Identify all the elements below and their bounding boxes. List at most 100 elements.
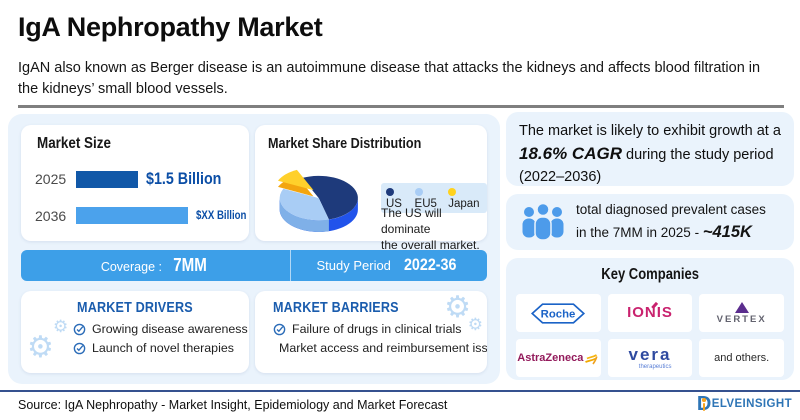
roche-hexagon-icon: Roche [531,302,586,324]
ionis-text: IONIS [627,304,673,321]
cagr-box: The market is likely to exhibit growth a… [506,112,794,186]
market-size-title: Market Size [37,135,111,152]
year-label: 2036 [35,207,67,224]
coverage-label: Coverage : [100,260,162,274]
list-item: Failure of drugs in clinical trials [273,322,487,336]
company-logo-roche: Roche [516,294,601,332]
cagr-highlight: 18.6% CAGR [519,144,622,164]
study-period-cell: Study Period 2022-36 [291,250,487,281]
market-drivers-title: MARKET DRIVERS [77,299,193,316]
company-logo-others: and others. [699,339,784,377]
brand-d-letter: D [697,394,711,414]
pie-slice-us [302,175,358,220]
key-companies-title: Key Companies [601,266,699,283]
pie-slice-japan [277,169,314,191]
footer-divider [0,390,800,392]
coverage-bar: Coverage : 7MM Study Period 2022-36 [21,250,487,281]
market-share-title: Market Share Distribution [268,135,422,152]
pie-chart-svg [277,169,358,232]
legend-label-japan: Japan [448,198,480,210]
market-drivers-card: ⚙ ⚙ MARKET DRIVERS Growing disease aware… [21,291,249,373]
legend-dot-japan [448,188,457,196]
check-circle-icon [73,323,86,335]
key-companies-box: Key Companies Roche IONIS VERTEX AstraZe… [506,258,794,380]
pie-note: The US will dominate the overall market. [381,205,487,254]
gear-icon: ⚙ [53,317,69,337]
company-logo-vertex: VERTEX [699,294,784,332]
market-share-card: Market Share Distribution US EU5 Japan [255,125,487,252]
bar-2025 [76,170,138,188]
check-circle-icon [73,342,86,354]
pie-slice-eu5 [279,188,329,221]
vera-subtext: therapeutics [638,364,672,370]
check-circle-icon [273,323,286,335]
source-text: Source: IgA Nephropathy - Market Insight… [18,398,448,412]
pie-note-line-2: the overall market. [381,238,480,253]
cases-line-1: total diagnosed prevalent cases [576,201,766,217]
value-2025: $1.5 Billion [146,169,222,188]
legend-item-japan: Japan [448,186,482,210]
subtitle-line-1: IgAN also known as Berger disease is an … [18,60,761,76]
header-divider [18,105,784,108]
page-subtitle: IgAN also known as Berger disease is an … [18,58,793,101]
vertex-text: VERTEX [716,313,767,325]
list-item: Launch of novel therapies [73,341,249,355]
roche-text: Roche [541,308,576,320]
driver-item-text: Launch of novel therapies [92,341,234,355]
legend-label-eu5: EU5 [414,198,437,210]
legend-dot-us [386,188,394,196]
company-logo-vera: vera therapeutics [607,339,693,377]
study-period-value: 2022-36 [404,255,457,274]
pie-chart [257,159,377,244]
driver-item-text: Growing disease awareness [92,322,248,336]
market-barriers-card: ⚙ ⚙ MARKET BARRIERS Failure of drugs in … [255,291,487,373]
barrier-item-text: Market access and reimbursement issues [279,341,487,355]
company-logo-astrazeneca: AstraZeneca [516,339,601,377]
cagr-line-1: The market is likely to exhibit growth a… [519,123,781,139]
pie-side-eu5 [279,198,329,232]
coverage-value: 7MM [173,255,208,275]
market-size-card: Market Size 2025 $1.5 Billion 2036 $XX B… [21,125,249,241]
vertex-triangle-icon [734,301,749,313]
legend-dot-eu5 [414,188,423,196]
barriers-list: Failure of drugs in clinical trials Mark… [273,322,487,355]
subtitle-line-2: the kidneys’ small blood vessels. [18,81,228,98]
astrazeneca-swoosh-icon [585,353,598,364]
drivers-list: Growing disease awareness Launch of nove… [73,322,249,355]
delveinsight-logo: D ELVEINSIGHT [697,394,792,414]
bar-2036 [76,207,188,224]
others-text: and others. [714,352,770,364]
cases-text: total diagnosed prevalent cases in the 7… [576,200,766,245]
gear-icon: ⚙ [467,315,483,335]
cases-highlight: ~415K [702,222,752,241]
company-logo-grid: Roche IONIS VERTEX AstraZeneca [516,294,784,377]
list-item: Growing disease awareness [73,322,249,336]
pie-legend: US EU5 Japan [381,183,487,213]
study-period-label: Study Period [316,258,391,273]
brand-wordmark: ELVEINSIGHT [711,398,792,410]
people-group-icon [522,203,564,241]
page-title: IgA Nephropathy Market [18,12,323,42]
vera-text: vera [628,345,672,364]
cagr-line-2: during the study period [621,147,774,164]
pie-note-line-1: The US will dominate [381,206,442,237]
market-size-row-2025: 2025 $1.5 Billion [35,169,236,189]
cagr-line-3: (2022–2036) [519,168,602,185]
coverage-cell: Coverage : 7MM [21,250,292,281]
legend-item-eu5: EU5 [414,186,442,210]
legend-item-us: US [386,186,408,210]
barrier-item-text: Failure of drugs in clinical trials [292,322,462,336]
brand-dot-icon [702,398,706,402]
brand-bar-icon [702,403,706,411]
value-2036: $XX Billion [196,209,247,222]
gear-icon: ⚙ [27,330,54,365]
prevalent-cases-box: total diagnosed prevalent cases in the 7… [506,194,794,250]
left-panel: Market Size 2025 $1.5 Billion 2036 $XX B… [8,114,500,384]
gear-icon: ⚙ [444,291,471,325]
company-logo-ionis: IONIS [607,294,693,332]
astrazeneca-text: AstraZeneca [517,352,584,364]
list-item: Market access and reimbursement issues [273,341,487,355]
market-barriers-title: MARKET BARRIERS [273,299,399,316]
year-label: 2025 [35,171,67,187]
